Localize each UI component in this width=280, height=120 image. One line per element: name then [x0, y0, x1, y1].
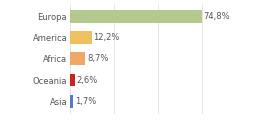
- Text: 2,6%: 2,6%: [76, 75, 98, 84]
- Bar: [70, 95, 73, 108]
- Text: 12,2%: 12,2%: [93, 33, 120, 42]
- Bar: [70, 52, 85, 65]
- Bar: [70, 31, 92, 44]
- Text: 8,7%: 8,7%: [87, 54, 108, 63]
- Bar: [70, 74, 74, 86]
- Text: 74,8%: 74,8%: [204, 12, 230, 21]
- Text: 1,7%: 1,7%: [75, 97, 96, 106]
- Bar: [70, 10, 202, 23]
